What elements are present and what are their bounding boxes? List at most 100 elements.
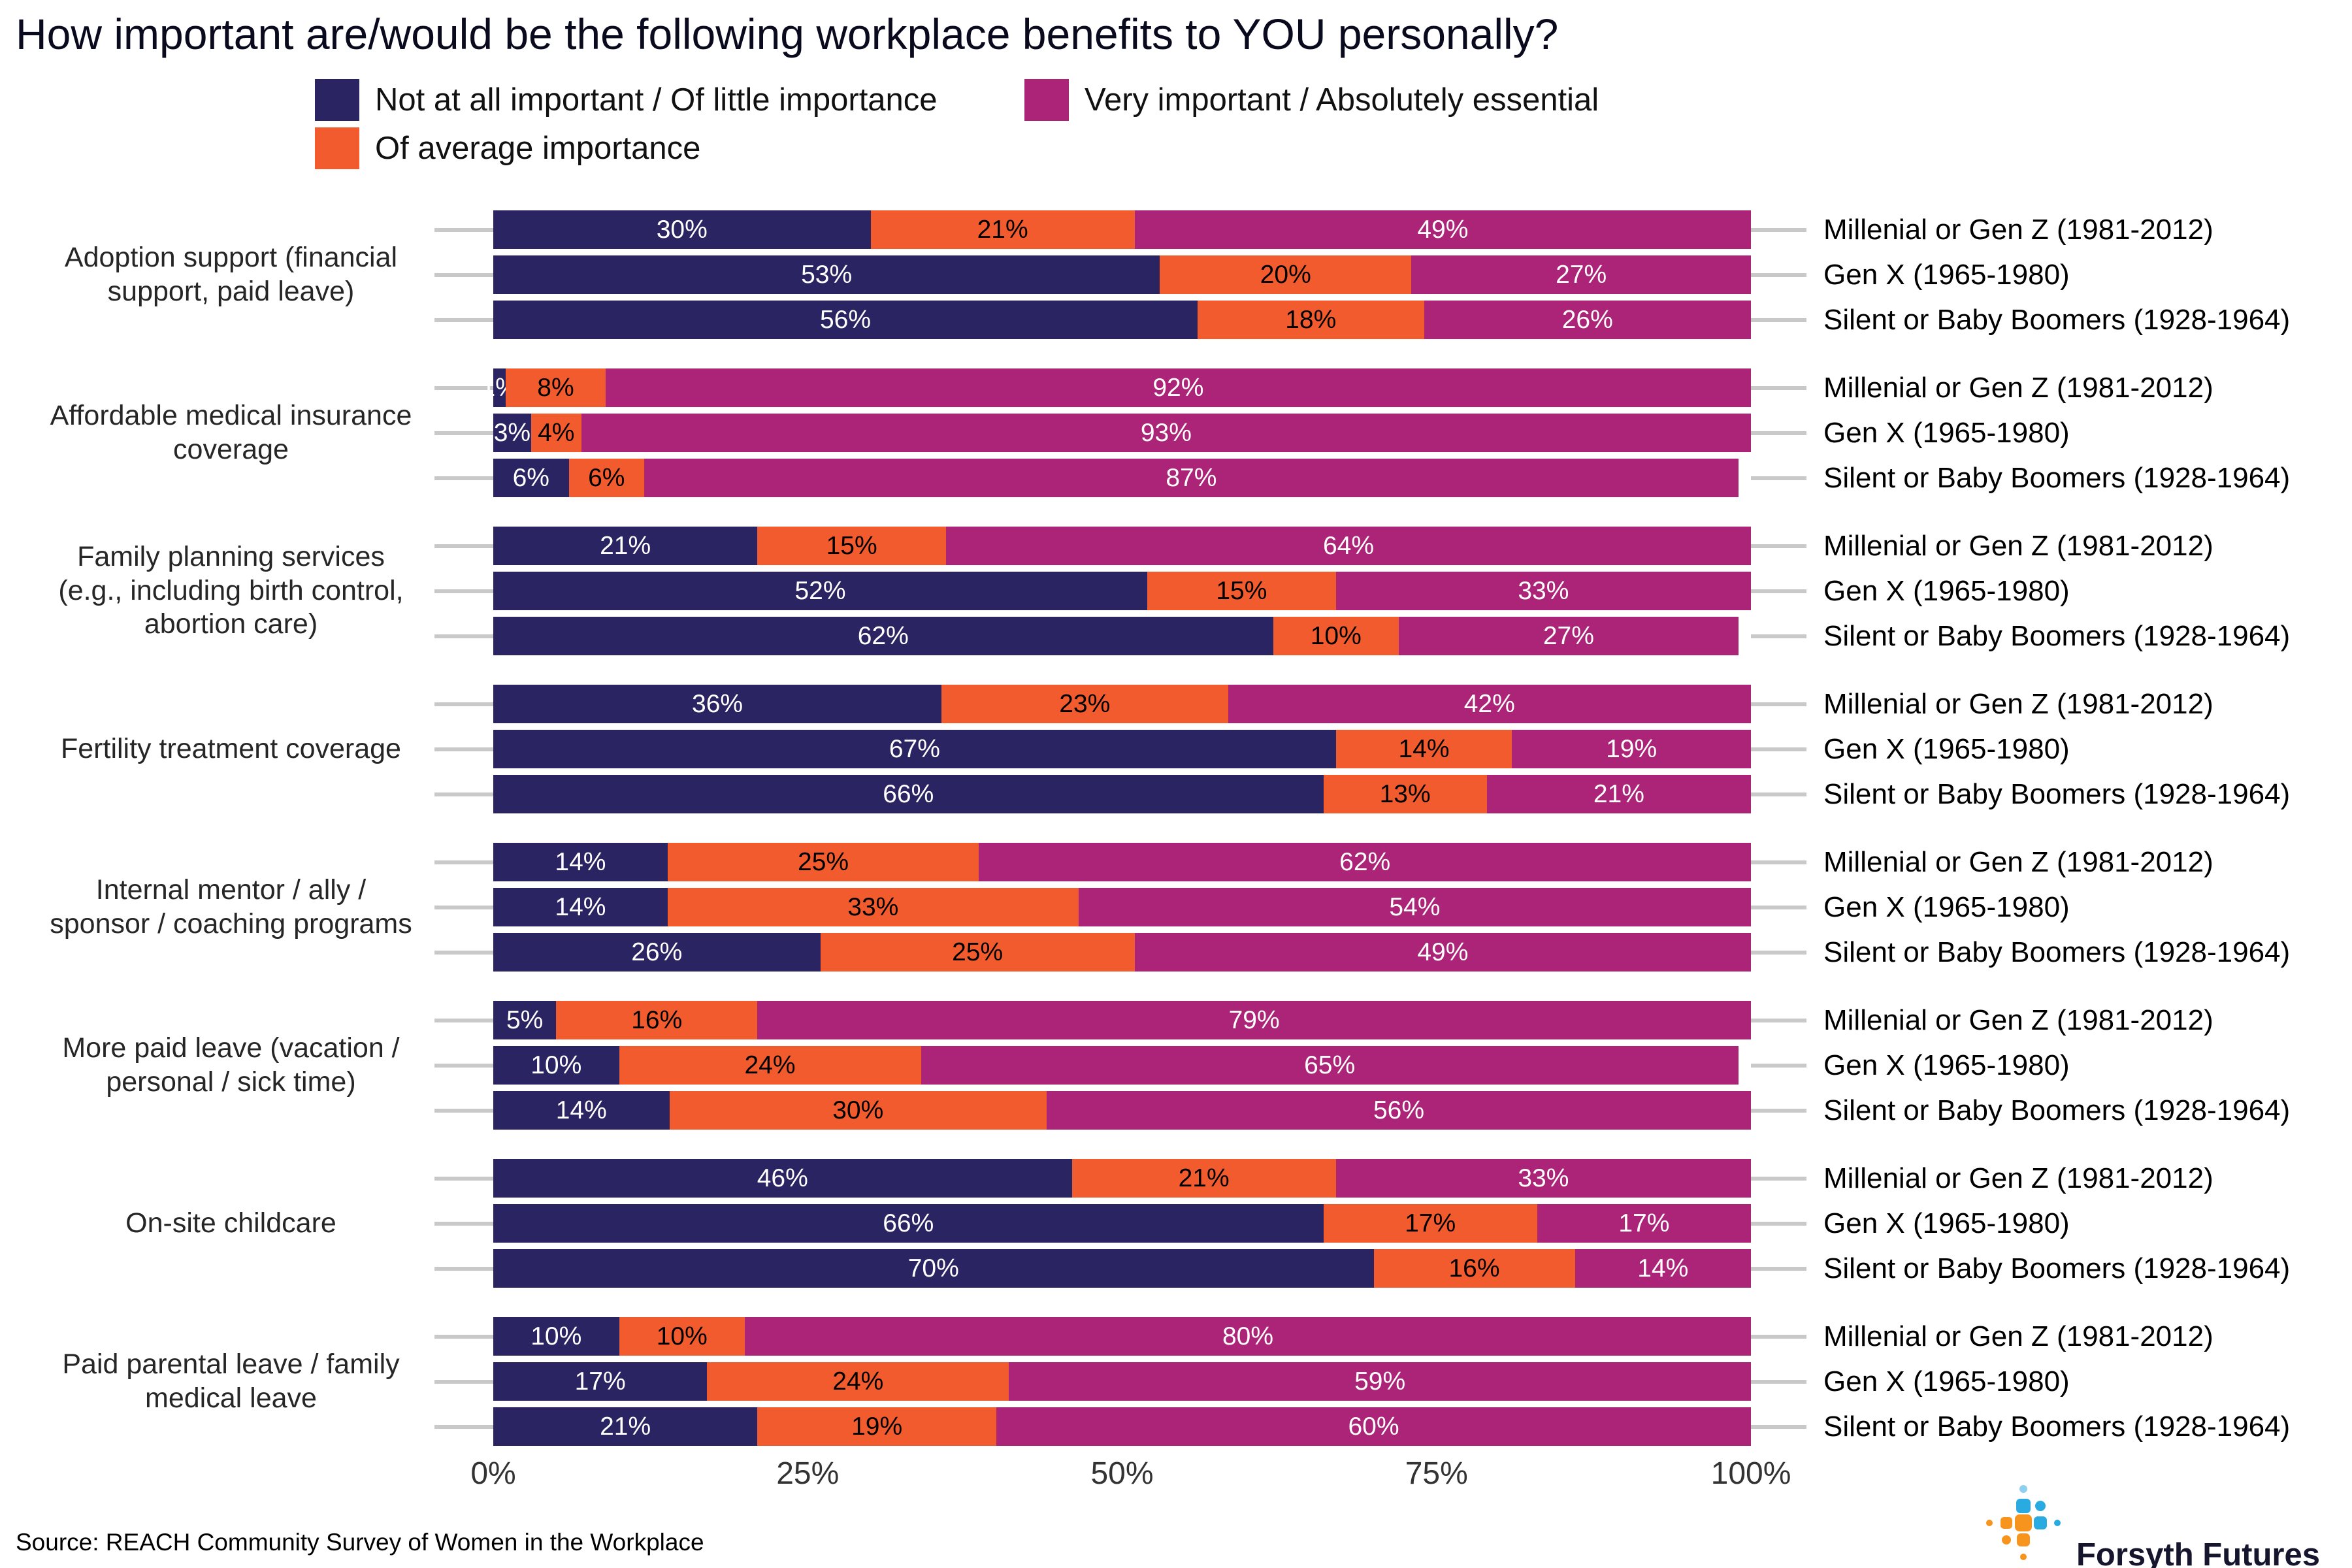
bar-segment-average-importance: 10%	[1273, 617, 1399, 655]
bar-segment-average-importance: 25%	[820, 933, 1135, 972]
segment-value-label: 66%	[883, 1209, 934, 1237]
x-axis-tick-label: 50%	[1090, 1456, 1154, 1491]
segment-value-label: 20%	[1260, 260, 1311, 289]
bar-segment-not-important: 36%	[493, 685, 942, 723]
segment-value-label: 21%	[977, 215, 1028, 244]
tick-line-left	[434, 634, 493, 638]
bar-segment-average-importance: 15%	[757, 527, 946, 565]
tick-line-left	[434, 318, 493, 322]
bar-segment-average-importance: 10%	[619, 1317, 745, 1356]
tick-line-right	[1751, 950, 1806, 955]
segment-value-label: 54%	[1389, 892, 1441, 921]
bar-row: 21% 15% 64%	[493, 527, 1751, 565]
segment-value-label: 27%	[1543, 621, 1594, 650]
tick-line-left	[434, 431, 493, 435]
tick-line-right	[1751, 860, 1806, 864]
segment-value-label: 33%	[1518, 1164, 1569, 1192]
segment-value-label: 17%	[1618, 1209, 1670, 1237]
segment-value-label: 14%	[555, 892, 606, 921]
generation-label: Silent or Baby Boomers (1928-1964)	[1823, 1094, 2291, 1126]
segment-value-label: 62%	[1339, 847, 1391, 876]
generation-label: Millenial or Gen Z (1981-2012)	[1823, 845, 2213, 878]
segment-value-label: 87%	[1166, 463, 1217, 492]
tick-line-right	[1751, 318, 1806, 322]
legend-item-average: Of average importance	[315, 127, 700, 170]
segment-value-label: 14%	[1398, 734, 1450, 763]
logo-dot	[2015, 1514, 2032, 1531]
legend-item-not-important: Not at all important / Of little importa…	[315, 78, 938, 122]
segment-value-label: 46%	[757, 1164, 808, 1192]
bar-segment-average-importance: 8%	[506, 368, 606, 407]
x-axis-tick-label: 75%	[1405, 1456, 1468, 1491]
bar-row: 26% 25% 49%	[493, 933, 1751, 972]
bar-segment-average-importance: 23%	[941, 685, 1228, 723]
category-label: Paid parental leave / family medical lea…	[62, 1348, 400, 1414]
benefit-group: More paid leave (vacation / personal / s…	[0, 1001, 2352, 1130]
bar-row: 3% 4% 93%	[493, 414, 1751, 452]
bar-row: 14% 33% 54%	[493, 888, 1751, 926]
tick-line-left	[434, 1221, 493, 1226]
bar-segment-average-importance: 18%	[1198, 301, 1424, 339]
segment-value-label: 16%	[631, 1005, 683, 1034]
tick-line-left	[434, 1334, 493, 1339]
bar-segment-average-importance: 20%	[1160, 255, 1412, 294]
generation-label: Gen X (1965-1980)	[1823, 574, 2070, 607]
generation-label: Silent or Baby Boomers (1928-1964)	[1823, 461, 2291, 494]
segment-value-label: 70%	[907, 1254, 959, 1282]
generation-label: Gen X (1965-1980)	[1823, 258, 2070, 291]
generation-label: Millenial or Gen Z (1981-2012)	[1823, 529, 2213, 562]
bar-segment-average-importance: 33%	[667, 888, 1079, 926]
tick-line-left	[434, 1176, 493, 1181]
bar-segment-very-important: 17%	[1537, 1204, 1751, 1243]
tick-line-right	[1751, 792, 1806, 796]
bar-segment-very-important: 56%	[1047, 1091, 1751, 1130]
segment-value-label: 18%	[1285, 305, 1337, 334]
bar-segment-not-important: 14%	[493, 843, 668, 881]
bar-segment-not-important: 10%	[493, 1046, 619, 1085]
segment-value-label: 49%	[1417, 938, 1469, 966]
segment-value-label: 13%	[1379, 779, 1431, 808]
bar-segment-very-important: 49%	[1134, 933, 1751, 972]
tick-line-right	[1751, 1424, 1806, 1429]
stacked-bar-chart: Adoption support (financial support, pai…	[0, 210, 2352, 1446]
logo-dot	[2017, 1533, 2030, 1546]
segment-value-label: 21%	[600, 1412, 651, 1441]
segment-value-label: 14%	[1637, 1254, 1689, 1282]
bar-segment-very-important: 27%	[1411, 255, 1751, 294]
segment-value-label: 56%	[819, 305, 872, 334]
segment-value-label: 25%	[952, 938, 1004, 966]
bar-segment-very-important: 92%	[605, 368, 1751, 407]
tick-line-right	[1751, 702, 1806, 706]
bar-segment-not-important: 26%	[493, 933, 821, 972]
segment-value-label: 65%	[1304, 1051, 1356, 1079]
tick-line-right	[1751, 1176, 1806, 1181]
segment-value-label: 59%	[1354, 1367, 1406, 1396]
bar-segment-average-importance: 4%	[531, 414, 581, 452]
bar-segment-not-important: 62%	[493, 617, 1273, 655]
segment-value-label: 24%	[832, 1367, 884, 1396]
bar-segment-very-important: 49%	[1134, 210, 1751, 249]
bar-segment-average-importance: 16%	[556, 1001, 758, 1039]
tick-line-right	[1751, 1221, 1806, 1226]
segment-value-label: 92%	[1152, 373, 1204, 402]
segment-value-label: 53%	[801, 260, 853, 289]
generation-label: Silent or Baby Boomers (1928-1964)	[1823, 936, 2291, 968]
segment-value-label: 6%	[588, 463, 625, 492]
benefit-group: Adoption support (financial support, pai…	[0, 210, 2352, 339]
tick-line-left	[434, 702, 493, 706]
bar-segment-not-important: 3%	[493, 414, 531, 452]
logo-dot	[2035, 1501, 2046, 1511]
tick-line-left	[434, 792, 493, 796]
tick-line-right	[1751, 747, 1806, 751]
bar-segment-very-important: 65%	[921, 1046, 1739, 1085]
logo-dot	[2054, 1520, 2061, 1526]
segment-value-label: 14%	[555, 847, 606, 876]
bar-segment-not-important: 14%	[493, 1091, 670, 1130]
benefit-group: Internal mentor / ally / sponsor / coach…	[0, 843, 2352, 972]
segment-value-label: 3%	[493, 418, 531, 447]
segment-value-label: 79%	[1228, 1005, 1280, 1034]
segment-value-label: 42%	[1463, 689, 1515, 718]
bar-segment-average-importance: 17%	[1323, 1204, 1537, 1243]
bar-segment-very-important: 26%	[1424, 301, 1751, 339]
